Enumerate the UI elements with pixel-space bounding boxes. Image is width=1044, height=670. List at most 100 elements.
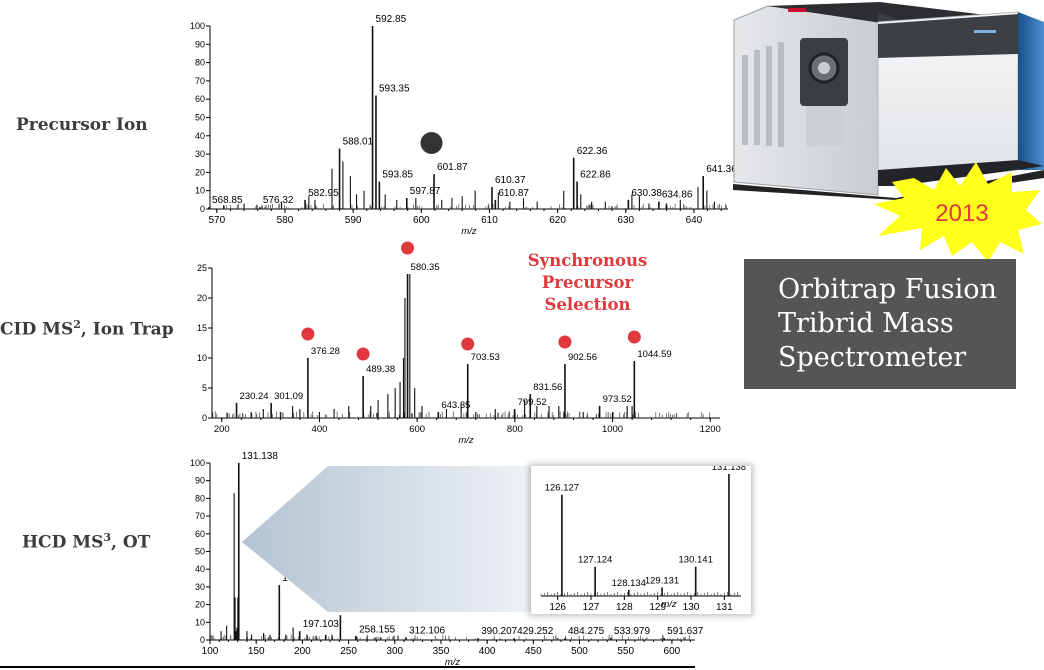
peak-label: 703.53 [471,352,500,363]
x-tick-label: 127 [583,602,600,613]
orbitrap-instrument-image [733,2,1044,200]
peak-label: 973.52 [603,394,632,405]
y-tick-label: 10 [195,186,205,196]
x-tick-label: 300 [386,646,403,657]
peak-label: 592.85 [376,14,407,25]
x-axis-label: m/z [445,657,461,668]
x-tick-label: 580 [277,215,294,226]
peak-label: 130.141 [679,555,713,566]
x-tick-label: 600 [664,646,681,657]
y-tick-label: 0 [202,413,207,423]
x-tick-label: 350 [433,646,450,657]
x-axis-label: m/z [461,226,477,237]
x-tick-label: 100 [202,646,219,657]
peak-label: 601.87 [437,162,468,173]
x-tick-label: 130 [683,602,700,613]
peak-label: 131.138 [242,451,279,462]
x-tick-label: 550 [617,646,634,657]
info-line-2: Tribrid Mass [778,308,954,339]
peak-label: 622.86 [580,170,611,181]
y-tick-label: 70 [195,76,205,86]
y-tick-label: 70 [195,511,205,521]
y-tick-label: 40 [195,131,205,141]
peak-label: 127.124 [578,555,612,566]
precursor-marker [420,132,443,154]
peak-label: 429.252 [517,626,554,637]
selected-precursor-marker [401,241,415,255]
y-tick-label: 15 [197,323,207,333]
peak-label: 131.138 [712,466,746,473]
instrument-name-box: Orbitrap Fusion Tribrid Mass Spectromete… [744,259,1016,389]
precursor-ion-label: Precursor Ion [16,115,148,135]
peak-label: 197.103 [303,619,340,630]
y-tick-label: 60 [195,94,205,104]
peak-label: 489.38 [366,364,395,375]
peak-label: 390.207 [481,626,518,637]
x-tick-label: 126 [549,602,566,613]
x-tick-label: 600 [413,215,430,226]
y-tick-label: 50 [195,113,205,123]
peak-label: 588.01 [343,137,374,148]
y-tick-label: 100 [190,21,205,31]
y-tick-label: 50 [195,547,205,557]
peak-label: 831.56 [533,382,562,393]
x-tick-label: 1200 [700,424,721,435]
y-tick-label: 40 [195,564,205,574]
info-line-3: Spectrometer [778,342,967,373]
peak-label: 258.155 [359,624,396,635]
year-burst-badge: 2013 [874,162,1042,262]
peak-label: 799.52 [518,397,547,408]
y-tick-label: 100 [190,458,205,468]
x-tick-label: 400 [312,424,328,435]
reporter-ion-inset: 126 127 128 129 130 131 m/z 126.127 127.124 128.1… [531,462,751,614]
x-tick-label: 200 [294,646,311,657]
peak-label: 610.87 [498,188,529,199]
hcd-ms3-spectrum-group: 100 150 200 250 300 350 400 450 500 550 600 0 10 20 30… [190,451,704,668]
reporter-ion-inset-chart: 126 127 128 129 130 131 m/z 126.127 127.124 128.1… [540,462,746,613]
peak-label: 230.24 [240,391,269,402]
peak-label: 634.86 [662,190,693,201]
x-tick-label: 610 [481,215,498,226]
peak-label: 610.37 [495,175,526,186]
y-tick-label: 80 [195,493,205,503]
x-tick-label: 200 [214,424,230,435]
x-tick-label: 131 [716,602,733,613]
x-tick-label: 590 [345,215,362,226]
cid-prefix: CID MS [0,319,74,340]
selected-precursor-marker [627,330,641,344]
y-tick-label: 0 [200,635,205,645]
peak-label: 312.106 [409,625,446,636]
peak-label: 128.134 [612,578,646,589]
zoom-funnel [242,466,532,612]
peak-label: 568.85 [212,195,243,206]
sync-line-2: Precursor [541,273,634,292]
peak-label: 630.38 [631,188,662,199]
synchronous-precursor-selection-label: Synchronous Precursor Selection [505,250,670,316]
x-tick-label: 400 [479,646,496,657]
y-tick-label: 10 [195,617,205,627]
selected-precursor-marker [301,327,315,341]
cid-superscript: 2 [73,318,81,331]
x-tick-label: 630 [617,215,634,226]
x-axis-label: m/z [458,435,474,446]
peak-label: 301.09 [274,391,303,402]
info-line-1: Orbitrap Fusion [778,274,997,305]
peak-label: 902.56 [568,352,597,363]
y-tick-label: 30 [195,582,205,592]
peak-label: 533.979 [614,626,651,637]
x-tick-label: 250 [340,646,357,657]
precursor-spectrum-group: 570 580 590 600 610 620 630 640 0 10 20 30 40 50 60 70 8… [190,14,737,237]
peak-label: 593.35 [379,84,410,95]
y-tick-label: 60 [195,529,205,539]
x-axis-label: m/z [661,599,677,610]
reporter-ion-inset-group: 126 127 128 129 130 131 m/z 126.127 127.124 128.1… [540,462,746,613]
cid-ms2-spectrum-group: 200 400 600 800 1000 1200 0 5 10 15 20 25 m/z 230.24 3… [197,241,721,446]
peak-label: 126.127 [545,483,579,494]
peak-label: 591.637 [667,626,704,637]
y-tick-label: 0 [200,204,205,214]
selected-precursor-marker [558,335,572,349]
x-tick-label: 450 [525,646,542,657]
peak-label: 1044.59 [637,349,671,360]
x-tick-label: 600 [409,424,425,435]
peak-label: 576.32 [263,195,294,206]
